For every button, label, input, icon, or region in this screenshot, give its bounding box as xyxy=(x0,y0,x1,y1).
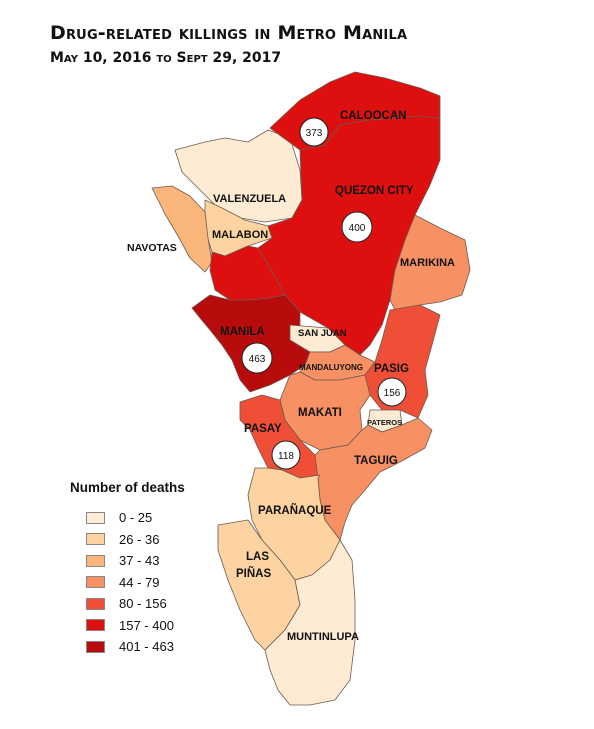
map-title: Drug-related killings in Metro Manila xyxy=(50,22,408,44)
legend-item: 80 - 156 xyxy=(86,593,185,615)
label-marikina: MARIKINA xyxy=(400,257,455,269)
legend-item: 44 - 79 xyxy=(86,572,185,594)
legend-swatch xyxy=(86,554,105,567)
legend-title: Number of deaths xyxy=(70,480,185,495)
map-subtitle: May 10, 2016 to Sept 29, 2017 xyxy=(50,50,282,66)
legend-swatch xyxy=(86,619,105,632)
svg-text:156: 156 xyxy=(384,388,401,399)
legend-item: 401 - 463 xyxy=(86,636,185,658)
legend-item: 157 - 400 xyxy=(86,615,185,637)
legend-item: 0 - 25 xyxy=(86,507,185,529)
legend-item: 37 - 43 xyxy=(86,550,185,572)
label-caloocan: CALOOCAN xyxy=(340,110,406,122)
label-valenzuela: VALENZUELA xyxy=(213,193,286,205)
label-pasig: PASIG xyxy=(374,363,409,375)
svg-text:373: 373 xyxy=(306,128,323,139)
label-las-pinas-line1: LAS xyxy=(246,551,269,563)
legend-swatch xyxy=(86,533,105,546)
svg-text:463: 463 xyxy=(249,354,266,365)
label-navotas: NAVOTAS xyxy=(127,242,177,254)
svg-text:400: 400 xyxy=(349,223,366,234)
legend-label: 80 - 156 xyxy=(119,596,167,612)
svg-text:118: 118 xyxy=(278,451,294,462)
legend-label: 37 - 43 xyxy=(119,553,160,569)
label-mandaluyong: MANDALUYONG xyxy=(299,363,363,372)
region-manila xyxy=(191,294,311,393)
label-taguig: TAGUIG xyxy=(354,455,398,467)
legend-swatch xyxy=(86,640,105,653)
label-pateros: PATEROS xyxy=(367,418,402,427)
region-muntinlupa xyxy=(264,539,356,706)
label-makati: MAKATI xyxy=(298,407,342,419)
badge-pasig: 156 xyxy=(377,377,407,407)
badge-pasay: 118 xyxy=(271,440,301,470)
legend-swatch xyxy=(86,511,105,524)
legend-swatch xyxy=(86,597,105,610)
label-malabon: MALABON xyxy=(212,229,268,241)
badge-manila: 463 xyxy=(241,342,273,374)
label-las-pinas-line2: PIÑAS xyxy=(236,567,271,580)
label-muntinlupa: MUNTINLUPA xyxy=(287,631,359,643)
region-marikina xyxy=(389,214,471,311)
label-san-juan: SAN JUAN xyxy=(298,328,347,339)
legend-label: 26 - 36 xyxy=(119,531,160,547)
legend: Number of deaths 0 - 25 26 - 36 37 - 43 … xyxy=(70,480,185,658)
region-navotas xyxy=(151,185,213,273)
label-pasay: PASAY xyxy=(244,423,282,435)
label-manila: MANILA xyxy=(220,326,265,338)
legend-label: 44 - 79 xyxy=(119,574,160,590)
legend-label: 0 - 25 xyxy=(119,510,153,526)
legend-label: 401 - 463 xyxy=(119,639,174,655)
legend-swatch xyxy=(86,576,105,589)
badge-caloocan: 373 xyxy=(299,117,329,147)
legend-item: 26 - 36 xyxy=(86,529,185,551)
label-quezon-city: QUEZON CITY xyxy=(335,185,414,197)
label-paranaque: PARAÑAQUE xyxy=(258,504,332,517)
legend-label: 157 - 400 xyxy=(119,617,174,633)
badge-quezon-city: 400 xyxy=(341,211,373,243)
